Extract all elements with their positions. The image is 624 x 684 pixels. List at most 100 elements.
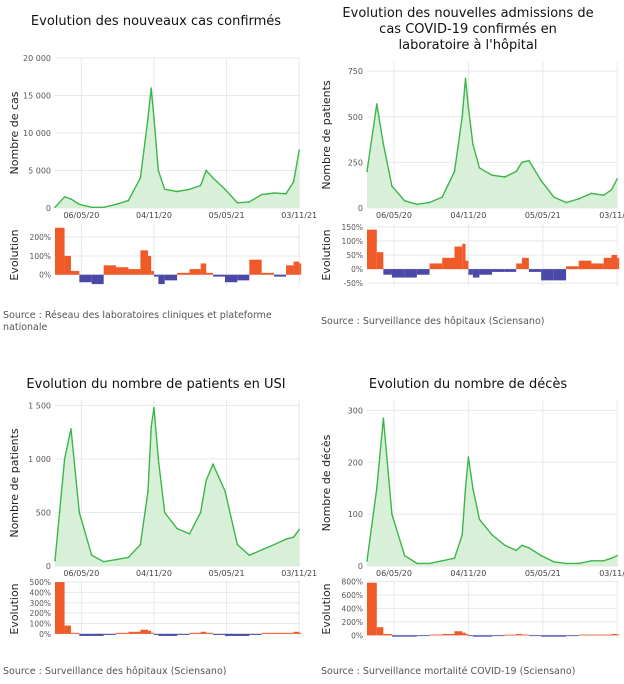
evolution-bar bbox=[79, 274, 92, 283]
main-chart: 0 100 200 300 Nombre de décès 06/05/20 04/11/2… bbox=[320, 400, 624, 640]
data-point bbox=[285, 538, 287, 541]
data-point bbox=[163, 188, 166, 191]
data-point bbox=[236, 543, 239, 546]
data-point bbox=[298, 528, 301, 531]
evolution-bar bbox=[442, 633, 455, 636]
y-axis-label: Nombre de patients bbox=[8, 428, 21, 538]
series-area bbox=[55, 88, 300, 208]
y-tick-label: 50% bbox=[346, 251, 363, 260]
evolution-bar bbox=[472, 635, 480, 637]
data-point bbox=[416, 203, 418, 206]
series-area bbox=[55, 407, 300, 566]
evolution-bar bbox=[553, 269, 567, 281]
sub-y-axis-label: Evolution bbox=[8, 229, 21, 280]
source-note: Source : Surveillance des hôpitaux (Scie… bbox=[3, 666, 227, 677]
data-point bbox=[403, 199, 406, 202]
evolution-bar bbox=[578, 260, 592, 270]
evolution-bar bbox=[249, 633, 262, 635]
evolution-bar bbox=[541, 635, 554, 637]
data-point bbox=[63, 195, 66, 198]
data-point bbox=[285, 192, 287, 195]
main-chart: 0 5 000 10 000 15 000 20 000 Nombre de cas 06/… bbox=[8, 54, 317, 286]
data-point bbox=[366, 170, 368, 173]
evolution-bar bbox=[200, 263, 207, 275]
evolution-bar bbox=[286, 632, 294, 634]
data-point bbox=[403, 554, 406, 557]
data-point bbox=[248, 554, 251, 557]
y-tick-label: 200% bbox=[342, 618, 363, 627]
data-point bbox=[565, 201, 567, 204]
evolution-bar bbox=[151, 632, 154, 634]
y-tick-label: 100% bbox=[30, 620, 51, 629]
data-point bbox=[553, 561, 555, 563]
evolution-bar bbox=[261, 632, 275, 634]
evolution-bar bbox=[158, 274, 165, 285]
evolution-bar bbox=[140, 629, 148, 634]
evolution-bar bbox=[468, 269, 473, 275]
data-point bbox=[577, 562, 580, 565]
data-point bbox=[70, 428, 72, 430]
evolution-bar bbox=[367, 582, 377, 636]
chart-title: Evolution du nombre de décès bbox=[368, 377, 568, 392]
data-point bbox=[467, 456, 470, 458]
data-point bbox=[150, 87, 152, 89]
chart-title: Evolution du nombre de patients en USI bbox=[26, 377, 286, 392]
evolution-bar bbox=[274, 274, 287, 277]
data-point bbox=[212, 177, 214, 179]
data-point bbox=[147, 117, 149, 119]
evolution-bar bbox=[116, 632, 129, 634]
data-point bbox=[115, 203, 117, 206]
evolution-bar bbox=[528, 635, 542, 637]
data-point bbox=[472, 487, 474, 489]
data-point bbox=[441, 196, 444, 198]
data-point bbox=[139, 543, 142, 546]
data-point bbox=[464, 487, 467, 489]
y-tick-label: 100% bbox=[342, 237, 363, 246]
evolution-bar bbox=[404, 269, 417, 278]
data-point bbox=[616, 554, 618, 557]
evolution-bar bbox=[465, 260, 469, 270]
evolution-bar bbox=[70, 632, 80, 634]
data-point bbox=[63, 458, 66, 460]
data-point bbox=[503, 176, 506, 178]
data-point bbox=[472, 143, 474, 145]
y-axis-label: Nombre de cas bbox=[8, 91, 21, 174]
y-tick-label: 0% bbox=[351, 265, 363, 274]
evolution-bar bbox=[128, 631, 141, 634]
evolution-bar bbox=[103, 265, 117, 275]
data-point bbox=[590, 560, 593, 562]
evolution-bar bbox=[465, 633, 469, 636]
y-tick-label: 0% bbox=[39, 630, 51, 639]
data-point bbox=[416, 562, 418, 565]
y-tick-label: 0 bbox=[46, 562, 51, 571]
evolution-bar bbox=[429, 634, 443, 636]
data-point bbox=[70, 198, 72, 200]
evolution-bar bbox=[521, 257, 529, 270]
data-point bbox=[540, 179, 542, 182]
data-point bbox=[199, 511, 202, 514]
y-tick-label: 500% bbox=[30, 578, 51, 587]
evolution-bar bbox=[64, 255, 71, 275]
y-tick-label: 0% bbox=[39, 271, 51, 280]
evolution-bar bbox=[200, 631, 207, 634]
main-chart: 0 250 500 750 Nombre de patients 06/05/20 04/1… bbox=[320, 62, 624, 288]
chart-panel-cases: Evolution des nouveaux cas confirmés 0 5 … bbox=[0, 0, 317, 342]
evolution-bar bbox=[237, 633, 250, 636]
y-tick-label: 20 000 bbox=[23, 54, 51, 63]
data-point bbox=[515, 170, 518, 173]
sub-y-axis-label: Evolution bbox=[320, 583, 333, 634]
evolution-bar bbox=[591, 263, 604, 270]
evolution-bar bbox=[416, 635, 430, 637]
data-point bbox=[577, 198, 580, 200]
x-tick-label: 06/05/20 bbox=[63, 211, 99, 220]
series-area bbox=[367, 418, 618, 566]
source-note: Source : Réseau des laboratoires cliniqu… bbox=[3, 310, 272, 333]
y-tick-label: 0% bbox=[351, 631, 363, 640]
data-point bbox=[199, 184, 202, 187]
data-point bbox=[453, 170, 456, 173]
source-note: Source : Surveillance des hôpitaux (Scie… bbox=[321, 316, 545, 327]
x-tick-label: 05/05/21 bbox=[525, 211, 561, 220]
x-tick-label: 03/11/21 bbox=[281, 211, 317, 220]
data-point bbox=[366, 560, 368, 562]
y-tick-label: 0 bbox=[358, 204, 363, 213]
